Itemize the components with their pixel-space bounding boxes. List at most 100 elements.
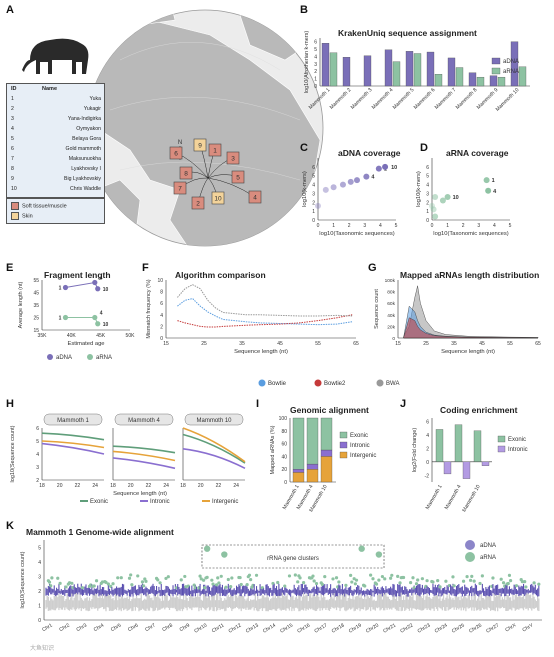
panel-k-chromosome: Chr13 (245, 622, 260, 634)
panel-k-arna-point (202, 578, 206, 582)
panel-i-ytick: 100 (279, 416, 288, 422)
panel-j-legend-label: Exonic (508, 437, 526, 443)
panel-b-category: Mammoth 8 (455, 87, 479, 111)
mammoth-icon (22, 38, 89, 74)
site-legend: ID Name 1 Yuka 2 Yukagir 3 Yana-Indigirka 4 Oym… (6, 83, 105, 198)
panel-k-arna-point (436, 579, 440, 583)
panel-k-arna-point (156, 578, 160, 582)
panel-k-arna-point (401, 575, 406, 580)
panel-d-point (432, 213, 439, 220)
panel-d-point-label: 4 (493, 189, 497, 195)
site-marker-2 (191, 196, 205, 210)
panel-k-arna-point (334, 576, 339, 580)
panel-b-bar (384, 49, 393, 87)
site-row: 8 Lyakhovsky I (11, 166, 101, 172)
panel-b-ytick: 2 (314, 69, 317, 75)
panel-k-arna-point (499, 577, 503, 581)
site-marker-label: 1 (213, 148, 217, 155)
panel-k-arna-point (352, 577, 356, 581)
site-marker-label: 9 (198, 143, 202, 150)
panel-j-bar-Exonic (454, 424, 463, 462)
panel-k-arna-point (371, 577, 375, 581)
panel-f-xtick: 25 (201, 341, 207, 347)
panel-k-chromosome: Chr6 (127, 622, 140, 633)
panel-k-ytick: 2 (38, 589, 41, 595)
panel-k-arna-point (480, 574, 484, 578)
panel-k-arna-point (199, 577, 203, 581)
site-name: Yuka (89, 96, 101, 102)
panel-b-title: KrakenUniq sequence assignment (338, 28, 477, 38)
site-id: 7 (11, 156, 14, 162)
panel-c-ytick: 0 (312, 218, 315, 224)
panel-k-arna-point (431, 580, 435, 584)
panel-k-ytick: 1 (38, 603, 41, 609)
panel-k-arna-point (354, 578, 359, 582)
panel-k-chromosome: Chr8 (161, 622, 174, 633)
panel-k-arna-point (287, 574, 292, 578)
panel-k-arna-point (210, 578, 214, 582)
panel-f-ytick: 0 (160, 336, 163, 342)
panel-h-line-Intergenic (41, 440, 105, 449)
panel-g-ytick: 80k (387, 290, 395, 296)
panel-d-point (444, 193, 451, 200)
panel-b-category: Mammoth 2 (329, 87, 353, 111)
panel-h-xtick: 18 (180, 483, 186, 489)
site-marker-label: 8 (184, 171, 188, 178)
panel-c-xtick: 5 (395, 223, 398, 229)
panel-e-ytick: 35 (33, 303, 39, 309)
panel-h-ytick: 5 (36, 439, 39, 445)
panel-k-arna-point (298, 576, 302, 580)
panel-d-xtick: 3 (477, 223, 480, 229)
panel-b-category: Mammoth 6 (413, 87, 437, 111)
panel-k-arna-point (219, 574, 223, 578)
panel-j-ytick: 6 (426, 419, 429, 425)
panel-k-band-group (45, 573, 541, 612)
panel-i-legend-label: Exonic (350, 433, 368, 439)
panel-d-xtick: 0 (431, 223, 434, 229)
panel-h-xtick: 18 (39, 483, 45, 489)
panel-c-xtick: 3 (363, 223, 366, 229)
panel-b-bar (405, 51, 414, 87)
panel-h-line-Intronic (112, 457, 176, 470)
panel-k-arna-point (444, 579, 448, 583)
panel-k-arna-point (331, 577, 335, 581)
panel-h-legend-label: Intergenic (212, 499, 238, 505)
panel-b-ytick: 5 (314, 47, 317, 53)
panel-h-facet-label: Mammoth 4 (128, 418, 160, 424)
panel-k-arna-point (344, 583, 348, 587)
panel-h-legend-label: Exonic (90, 499, 108, 505)
panel-b-legend-arna-swatch (491, 67, 501, 75)
panel-k-arna-point (254, 573, 259, 577)
panel-label-g: G (368, 262, 377, 274)
panel-e-point (95, 321, 101, 327)
panel-k-arna-point (524, 585, 528, 589)
panel-d-point-label: 10 (453, 195, 459, 201)
panel-j-category: Mammoth 4 (444, 484, 463, 511)
panel-k-arna-point (283, 584, 287, 588)
panel-j-legend-swatch (497, 435, 506, 443)
panel-k-arna-point (47, 580, 52, 584)
panel-i-bar-Intergenic (292, 472, 305, 483)
panel-d-ytick: 0 (426, 218, 429, 224)
panel-k-arna-point (537, 582, 541, 586)
panel-label-b: B (300, 4, 308, 16)
panel-b-legend-adna-swatch (491, 57, 501, 65)
panel-h-line-Intronic (41, 442, 105, 455)
panel-k-chromosome: Chr25 (451, 622, 466, 634)
panel-k-arna-point (337, 580, 341, 584)
panel-k-arna-point (64, 585, 68, 589)
panel-i-bar-Intergenic (306, 469, 319, 483)
panel-c-ytick: 1 (312, 209, 315, 215)
panel-k-arna-point (179, 578, 183, 582)
panel-h-xtick: 20 (57, 483, 63, 489)
panel-k-arna-point (203, 586, 207, 590)
panel-k-arna-point (501, 581, 506, 585)
panel-h-line-Exonic (112, 445, 176, 454)
panel-i-legend-label: Intronic (350, 443, 370, 449)
panel-k-chromosome: Chr18 (331, 622, 346, 634)
panel-e-ytick: 55 (33, 278, 39, 284)
panel-i-legend-label: Intergenic (350, 453, 376, 459)
panel-f-xlabel: Sequence length (nt) (234, 349, 288, 355)
site-row: 6 Gold mammoth (11, 146, 101, 152)
panel-h-line-Intergenic (182, 427, 246, 463)
